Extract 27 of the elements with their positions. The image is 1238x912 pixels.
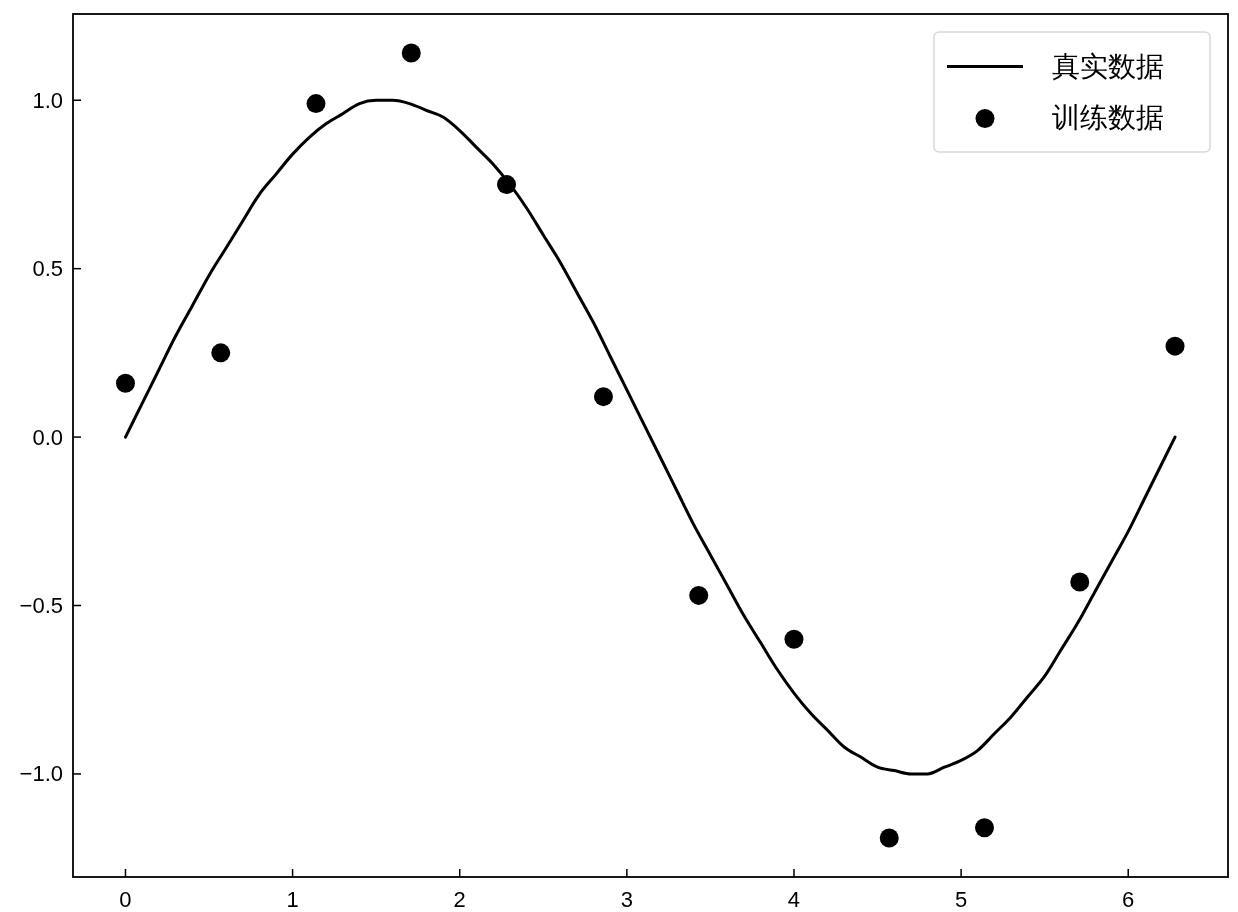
point bbox=[1165, 336, 1185, 356]
y-tick-label: −0.5 bbox=[19, 593, 63, 618]
x-tick-label: 5 bbox=[954, 887, 968, 912]
x-tick-label: 6 bbox=[1122, 887, 1135, 912]
y-tick-label: 0.5 bbox=[32, 256, 63, 282]
x-tick-label: 0 bbox=[119, 887, 132, 912]
point bbox=[975, 818, 994, 838]
point bbox=[211, 343, 231, 363]
x-tick-label: 2 bbox=[453, 887, 466, 912]
point bbox=[593, 387, 613, 407]
point bbox=[306, 94, 326, 114]
point bbox=[879, 828, 899, 848]
x-tick-label: 4 bbox=[787, 887, 801, 912]
x-tick-label: 1 bbox=[286, 887, 299, 912]
point bbox=[401, 43, 421, 63]
x-tick-label: 3 bbox=[620, 887, 633, 912]
y-tick-label: 0.0 bbox=[32, 424, 63, 450]
y-tick-label: 1.0 bbox=[32, 87, 63, 113]
point bbox=[115, 373, 135, 393]
line-series bbox=[123, 98, 1177, 776]
y-tick-label: −1.0 bbox=[19, 761, 63, 787]
legend-label: 真实数据 bbox=[1052, 51, 1164, 82]
point bbox=[784, 629, 804, 649]
point bbox=[689, 585, 709, 605]
legend-label: 训练数据 bbox=[1052, 102, 1164, 133]
point bbox=[497, 174, 517, 194]
point bbox=[1070, 572, 1090, 592]
